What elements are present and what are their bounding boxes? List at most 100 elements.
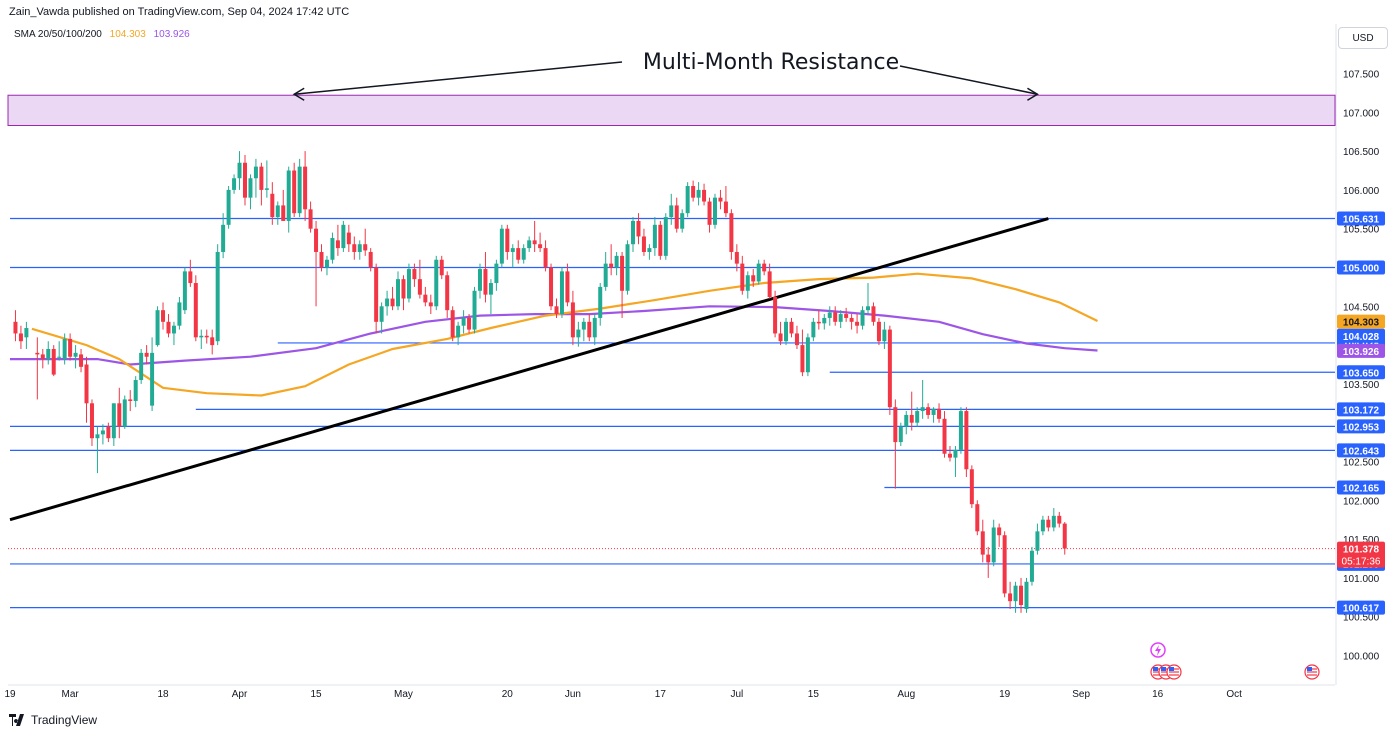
candle[interactable] bbox=[538, 232, 543, 252]
candle[interactable] bbox=[647, 244, 652, 260]
candle[interactable] bbox=[221, 213, 226, 259]
candle[interactable] bbox=[576, 321, 581, 347]
candle[interactable] bbox=[997, 523, 1002, 547]
candle[interactable] bbox=[385, 290, 390, 316]
candle[interactable] bbox=[549, 263, 554, 311]
candle[interactable] bbox=[505, 224, 510, 260]
candle[interactable] bbox=[57, 341, 62, 361]
candle[interactable] bbox=[592, 314, 597, 346]
candle[interactable] bbox=[324, 255, 329, 276]
candle[interactable] bbox=[308, 201, 313, 233]
candle[interactable] bbox=[849, 314, 854, 330]
candle[interactable] bbox=[13, 310, 18, 342]
candle[interactable] bbox=[401, 275, 406, 311]
candle[interactable] bbox=[1051, 508, 1056, 532]
candle[interactable] bbox=[423, 286, 428, 307]
candle[interactable] bbox=[1029, 546, 1034, 586]
candle[interactable] bbox=[303, 151, 308, 221]
candle[interactable] bbox=[456, 321, 461, 346]
candle[interactable] bbox=[822, 314, 827, 330]
candle[interactable] bbox=[915, 407, 920, 427]
candle[interactable] bbox=[171, 321, 176, 346]
candle[interactable] bbox=[898, 422, 903, 446]
candle[interactable] bbox=[439, 255, 444, 280]
candle[interactable] bbox=[204, 329, 209, 344]
candle[interactable] bbox=[106, 422, 111, 443]
candle[interactable] bbox=[368, 248, 373, 272]
candle[interactable] bbox=[964, 407, 969, 478]
sma-orange-price-tag[interactable]: 104.303 bbox=[1337, 314, 1385, 329]
candle[interactable] bbox=[335, 224, 340, 256]
candle[interactable] bbox=[980, 519, 985, 563]
candle[interactable] bbox=[242, 154, 247, 206]
candle[interactable] bbox=[718, 189, 723, 210]
candle[interactable] bbox=[297, 158, 302, 218]
candle[interactable] bbox=[1057, 511, 1062, 528]
candle[interactable] bbox=[691, 180, 696, 202]
candle[interactable] bbox=[199, 329, 204, 349]
candle[interactable] bbox=[805, 333, 810, 377]
candle[interactable] bbox=[937, 403, 942, 423]
candle[interactable] bbox=[614, 251, 619, 276]
candle[interactable] bbox=[603, 251, 608, 291]
candle[interactable] bbox=[128, 390, 133, 412]
candle[interactable] bbox=[521, 244, 526, 264]
candle[interactable] bbox=[789, 317, 794, 338]
level-price-tag[interactable]: 103.650 bbox=[1337, 365, 1385, 380]
candle[interactable] bbox=[488, 279, 493, 315]
candle[interactable] bbox=[18, 325, 23, 349]
candle[interactable] bbox=[292, 162, 297, 218]
candle[interactable] bbox=[816, 310, 821, 330]
candle[interactable] bbox=[177, 296, 182, 330]
candle[interactable] bbox=[133, 376, 138, 408]
candle[interactable] bbox=[958, 407, 963, 454]
candle[interactable] bbox=[926, 403, 931, 419]
candle[interactable] bbox=[745, 271, 750, 299]
candle[interactable] bbox=[374, 263, 379, 334]
candle[interactable] bbox=[248, 174, 253, 210]
candle[interactable] bbox=[581, 317, 586, 342]
level-price-tag[interactable]: 102.165 bbox=[1337, 480, 1385, 495]
candle[interactable] bbox=[729, 209, 734, 260]
candle[interactable] bbox=[658, 220, 663, 260]
level-price-tag[interactable]: 103.172 bbox=[1337, 402, 1385, 417]
candle[interactable] bbox=[275, 201, 280, 225]
candle[interactable] bbox=[767, 263, 772, 299]
candle[interactable] bbox=[1040, 515, 1045, 536]
candle[interactable] bbox=[871, 302, 876, 326]
level-price-tag[interactable]: 100.617 bbox=[1337, 600, 1385, 615]
candle[interactable] bbox=[472, 286, 477, 334]
candle[interactable] bbox=[516, 240, 521, 264]
candle[interactable] bbox=[341, 220, 346, 252]
candle[interactable] bbox=[620, 251, 625, 318]
candle[interactable] bbox=[712, 193, 717, 229]
candle[interactable] bbox=[215, 244, 220, 346]
candle[interactable] bbox=[784, 317, 789, 346]
candle[interactable] bbox=[237, 151, 242, 190]
candle[interactable] bbox=[281, 189, 286, 221]
lightning-event-icon[interactable] bbox=[1150, 642, 1166, 658]
candle[interactable] bbox=[40, 348, 45, 369]
candle[interactable] bbox=[445, 271, 450, 318]
candle[interactable] bbox=[494, 259, 499, 291]
candle[interactable] bbox=[1008, 581, 1013, 609]
candle[interactable] bbox=[652, 217, 657, 256]
candle[interactable] bbox=[499, 224, 504, 268]
candle[interactable] bbox=[975, 500, 980, 536]
candle[interactable] bbox=[461, 310, 466, 334]
candle[interactable] bbox=[931, 407, 936, 423]
candle[interactable] bbox=[483, 251, 488, 303]
candle[interactable] bbox=[363, 228, 368, 256]
candle[interactable] bbox=[417, 259, 422, 299]
candle[interactable] bbox=[330, 232, 335, 264]
candle[interactable] bbox=[794, 325, 799, 349]
candle[interactable] bbox=[253, 158, 258, 198]
candle[interactable] bbox=[100, 424, 105, 445]
candle[interactable] bbox=[428, 294, 433, 315]
candle[interactable] bbox=[543, 240, 548, 272]
candle[interactable] bbox=[477, 263, 482, 299]
candle[interactable] bbox=[166, 314, 171, 338]
candle[interactable] bbox=[51, 345, 56, 377]
